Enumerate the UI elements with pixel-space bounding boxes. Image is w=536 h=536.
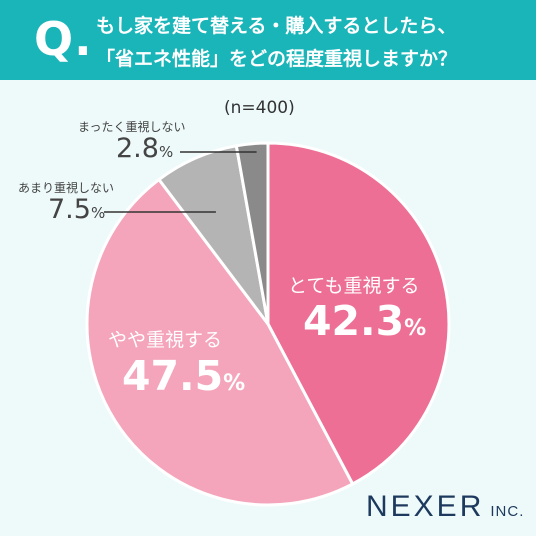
slice-value-not-at-all: 2.8% bbox=[116, 133, 173, 164]
question-header: Q. もし家を建て替える・購入するとしたら、 「省エネ性能」をどの程度重視します… bbox=[0, 0, 536, 80]
slice-value-not-at-all-unit: % bbox=[158, 143, 174, 161]
slice-somewhat-important bbox=[85, 178, 355, 507]
slice-value-not-much: 7.5% bbox=[48, 194, 105, 225]
slice-value-somewhat-important: 47.5% bbox=[122, 352, 245, 400]
slice-value-very-important: 42.3% bbox=[303, 297, 426, 345]
slice-label-not-much: あまり重視しない bbox=[18, 181, 115, 195]
slice-value-somewhat-important-number: 47.5 bbox=[122, 352, 224, 400]
slice-label-somewhat-important: やや重視する bbox=[108, 329, 223, 351]
slice-value-not-much-number: 7.5 bbox=[48, 194, 91, 225]
slice-value-somewhat-important-unit: % bbox=[223, 371, 246, 396]
slice-value-not-at-all-number: 2.8 bbox=[116, 133, 159, 164]
slice-very-important bbox=[266, 141, 451, 486]
question-text-line1: もし家を建て替える・購入するとしたら、 bbox=[96, 15, 457, 37]
brand-suffix: INC. bbox=[490, 503, 525, 520]
slice-value-not-much-unit: % bbox=[90, 204, 106, 222]
slice-label-not-at-all: まったく重視しない bbox=[78, 120, 186, 134]
slice-not-at-all bbox=[234, 141, 270, 326]
brand-logo: NEXER INC. bbox=[366, 490, 524, 524]
slice-label-very-important: とても重視する bbox=[288, 275, 420, 297]
slice-value-very-important-number: 42.3 bbox=[303, 297, 405, 345]
sample-size: (n=400) bbox=[224, 98, 295, 118]
question-text-line2: 「省エネ性能」をどの程度重視しますか？ bbox=[96, 48, 458, 70]
brand-name: NEXER bbox=[366, 490, 485, 523]
question-mark: Q. bbox=[34, 12, 93, 66]
slice-value-very-important-unit: % bbox=[404, 316, 427, 341]
